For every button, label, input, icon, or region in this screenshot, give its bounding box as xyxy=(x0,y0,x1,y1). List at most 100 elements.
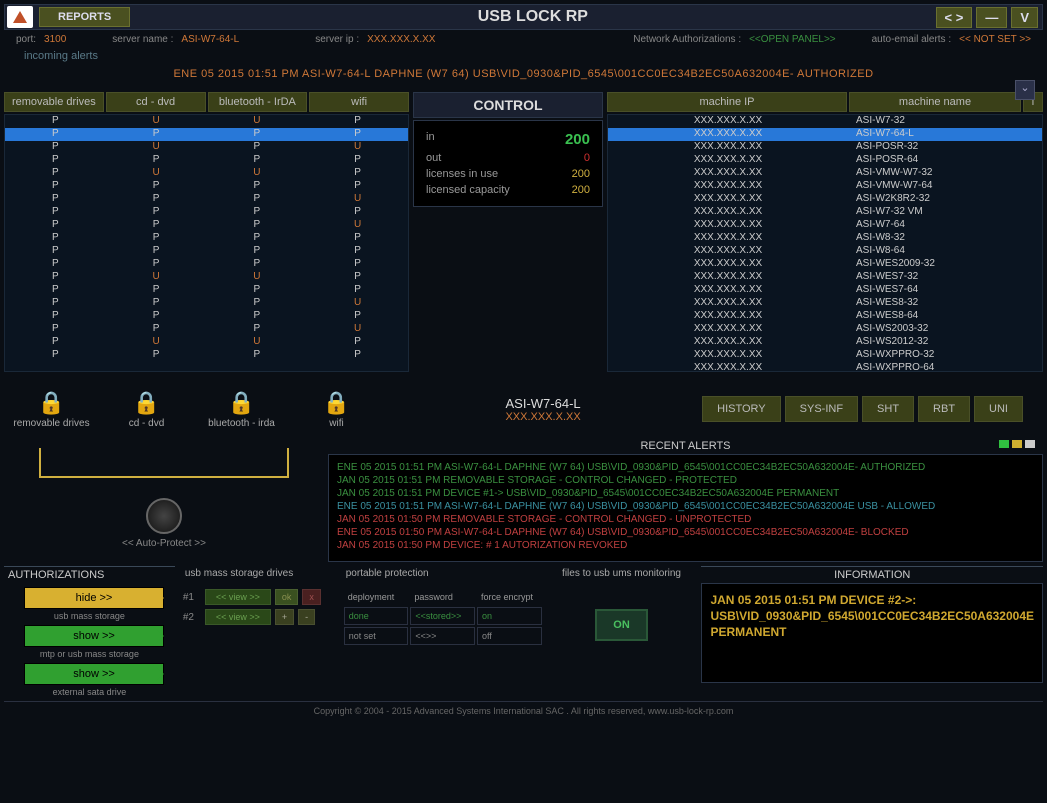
drive-2-view[interactable]: << view >> xyxy=(205,609,271,625)
status-dot-green[interactable] xyxy=(999,440,1009,448)
status-grid[interactable]: PUUPPPPPPUPUPPPPPUUPPPPPPPPUPPPPPPPUPPPP… xyxy=(4,114,409,372)
machine-row[interactable]: XXX.XXX.X.XXASI-W7-32 xyxy=(608,115,1042,128)
status-row[interactable]: PPPU xyxy=(5,219,408,232)
machine-row[interactable]: XXX.XXX.X.XXASI-VMW-W7-32 xyxy=(608,167,1042,180)
status-row[interactable]: PPPP xyxy=(5,310,408,323)
lock-bluetooth[interactable]: 🔒 bluetooth - irda xyxy=(194,390,289,429)
status-cell: P xyxy=(207,206,308,219)
status-row[interactable]: PUUP xyxy=(5,336,408,349)
status-dot-white[interactable] xyxy=(1025,440,1035,448)
status-row[interactable]: PUPU xyxy=(5,141,408,154)
sysinf-button[interactable]: SYS-INF xyxy=(785,396,858,422)
hide-button[interactable]: hide >> xyxy=(24,587,164,609)
drive-1-x[interactable]: x xyxy=(302,589,321,605)
history-button[interactable]: HISTORY xyxy=(702,396,781,422)
status-cell: P xyxy=(106,284,207,297)
machine-row[interactable]: XXX.XXX.X.XXASI-WES8-64 xyxy=(608,310,1042,323)
machine-row[interactable]: XXX.XXX.X.XXASI-WXPPRO-64 xyxy=(608,362,1042,372)
col-machine-ip[interactable]: machine IP xyxy=(607,92,847,112)
alert-item[interactable]: ENE 05 2015 01:51 PM ASI-W7-64-L DAPHNE … xyxy=(337,500,1034,513)
machine-row[interactable]: XXX.XXX.X.XXASI-WS2012-32 xyxy=(608,336,1042,349)
col-removable[interactable]: removable drives xyxy=(4,92,104,112)
lock-wifi[interactable]: 🔒 wifi xyxy=(289,390,384,429)
machine-ip: XXX.XXX.X.XX xyxy=(608,154,848,167)
alert-item[interactable]: ENE 05 2015 01:50 PM ASI-W7-64-L DAPHNE … xyxy=(337,526,1034,539)
sht-button[interactable]: SHT xyxy=(862,396,914,422)
lock-removable[interactable]: 🔒 removable drives xyxy=(4,390,99,429)
status-row[interactable]: PPPP xyxy=(5,180,408,193)
machine-row[interactable]: XXX.XXX.X.XXASI-WXPPRO-32 xyxy=(608,349,1042,362)
status-cell: P xyxy=(5,115,106,128)
machine-row[interactable]: XXX.XXX.X.XXASI-WES2009-32 xyxy=(608,258,1042,271)
nav-check-button[interactable]: V xyxy=(1011,7,1038,28)
machine-row[interactable]: XXX.XXX.X.XXASI-VMW-W7-64 xyxy=(608,180,1042,193)
password-1[interactable]: <<stored>> xyxy=(410,607,475,625)
alert-item[interactable]: JAN 05 2015 01:51 PM DEVICE #1-> USB\VID… xyxy=(337,487,1034,500)
expand-alerts-button[interactable]: ⌄ xyxy=(1015,80,1035,100)
machine-row[interactable]: XXX.XXX.X.XXASI-WES8-32 xyxy=(608,297,1042,310)
machine-row[interactable]: XXX.XXX.X.XXASI-POSR-32 xyxy=(608,141,1042,154)
machine-row[interactable]: XXX.XXX.X.XXASI-WS2003-32 xyxy=(608,323,1042,336)
machine-row[interactable]: XXX.XXX.X.XXASI-W7-32 VM xyxy=(608,206,1042,219)
status-row[interactable]: PPPP xyxy=(5,232,408,245)
files-monitor-on[interactable]: ON xyxy=(595,609,648,641)
status-row[interactable]: PPPP xyxy=(5,154,408,167)
drive-1-ok[interactable]: ok xyxy=(275,589,299,605)
machine-row[interactable]: XXX.XXX.X.XXASI-WES7-32 xyxy=(608,271,1042,284)
status-row[interactable]: PPPP xyxy=(5,284,408,297)
force-2[interactable]: off xyxy=(477,627,542,645)
machine-row[interactable]: XXX.XXX.X.XXASI-W7-64 xyxy=(608,219,1042,232)
nav-prev-button[interactable]: < > xyxy=(936,7,973,28)
lock-cddvd[interactable]: 🔒 cd - dvd xyxy=(99,390,194,429)
alert-item[interactable]: JAN 05 2015 01:50 PM DEVICE: # 1 AUTORIZ… xyxy=(337,539,1034,552)
drive-1-view[interactable]: << view >> xyxy=(205,589,271,605)
machine-grid[interactable]: XXX.XXX.X.XXASI-W7-32XXX.XXX.X.XXASI-W7-… xyxy=(607,114,1043,372)
machine-row[interactable]: XXX.XXX.X.XXASI-W8-32 xyxy=(608,232,1042,245)
rbt-button[interactable]: RBT xyxy=(918,396,970,422)
status-row[interactable]: PPPU xyxy=(5,323,408,336)
status-row[interactable]: PPPU xyxy=(5,297,408,310)
col-cddvd[interactable]: cd - dvd xyxy=(106,92,206,112)
status-row[interactable]: PPPP xyxy=(5,245,408,258)
status-row[interactable]: PPPP xyxy=(5,128,408,141)
alert-item[interactable]: ENE 05 2015 01:51 PM ASI-W7-64-L DAPHNE … xyxy=(337,461,1034,474)
machine-ip: XXX.XXX.X.XX xyxy=(608,245,848,258)
net-auth-link[interactable]: <<OPEN PANEL>> xyxy=(749,34,836,45)
auto-email-link[interactable]: << NOT SET >> xyxy=(959,34,1031,45)
machine-row[interactable]: XXX.XXX.X.XXASI-W8-64 xyxy=(608,245,1042,258)
server-name-value: ASI-W7-64-L xyxy=(181,34,239,45)
col-machine-name[interactable]: machine name xyxy=(849,92,1021,112)
password-2[interactable]: <<>> xyxy=(410,627,475,645)
show-sata-button[interactable]: show >> xyxy=(24,663,164,685)
col-wifi[interactable]: wifi xyxy=(309,92,409,112)
status-dot-yellow[interactable] xyxy=(1012,440,1022,448)
machine-row[interactable]: XXX.XXX.X.XXASI-W7-64-L xyxy=(608,128,1042,141)
drive-2-minus[interactable]: - xyxy=(298,609,315,625)
nav-min-button[interactable]: — xyxy=(976,7,1007,28)
status-row[interactable]: PPPP xyxy=(5,349,408,362)
drive-2-plus[interactable]: + xyxy=(275,609,294,625)
status-cell: P xyxy=(5,297,106,310)
machine-row[interactable]: XXX.XXX.X.XXASI-W2K8R2-32 xyxy=(608,193,1042,206)
status-row[interactable]: PUUP xyxy=(5,115,408,128)
machine-row[interactable]: XXX.XXX.X.XXASI-WES7-64 xyxy=(608,284,1042,297)
col-bluetooth[interactable]: bluetooth - IrDA xyxy=(208,92,308,112)
deployment-1[interactable]: done xyxy=(344,607,409,625)
status-row[interactable]: PPPP xyxy=(5,258,408,271)
status-row[interactable]: PPPP xyxy=(5,206,408,219)
deployment-2[interactable]: not set xyxy=(344,627,409,645)
uni-button[interactable]: UNI xyxy=(974,396,1023,422)
alerts-list[interactable]: ENE 05 2015 01:51 PM ASI-W7-64-L DAPHNE … xyxy=(328,454,1043,562)
reports-button[interactable]: REPORTS xyxy=(39,7,130,27)
alert-item[interactable]: JAN 05 2015 01:51 PM REMOVABLE STORAGE -… xyxy=(337,474,1034,487)
status-cell: P xyxy=(5,245,106,258)
alert-item[interactable]: JAN 05 2015 01:50 PM REMOVABLE STORAGE -… xyxy=(337,513,1034,526)
force-1[interactable]: on xyxy=(477,607,542,625)
status-row[interactable]: PUUP xyxy=(5,271,408,284)
show-mtp-button[interactable]: show >> xyxy=(24,625,164,647)
machine-row[interactable]: XXX.XXX.X.XXASI-POSR-64 xyxy=(608,154,1042,167)
status-row[interactable]: PUUP xyxy=(5,167,408,180)
auto-protect-dial[interactable] xyxy=(146,498,182,534)
machine-name: ASI-VMW-W7-32 xyxy=(848,167,1042,180)
status-row[interactable]: PPPU xyxy=(5,193,408,206)
